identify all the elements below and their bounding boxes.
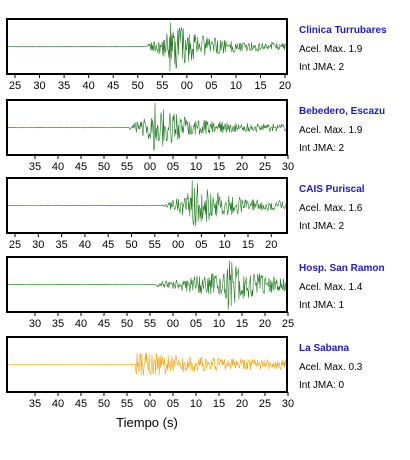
x-tick-label: 35 [29,398,41,410]
x-tick-label: 20 [236,398,248,410]
panel-4: 30 35 40 45 50 55 00 05 10 15 20 25 Hosp. San Ramon A… [6,256,385,330]
station-name: La Sabana [299,343,349,354]
x-tick-label: 05 [195,239,207,251]
x-axis-label: Tiempo (s) [116,415,178,430]
x-tick-label: 35 [29,161,41,173]
x-tick-label: 30 [32,239,44,251]
x-tick-label: 50 [98,398,110,410]
jma-intensity-label: Int JMA: 1 [299,300,344,311]
x-tick-label: 55 [156,80,168,92]
panel-frame [6,336,288,393]
station-name: Clinica Turrubares [299,25,387,36]
x-tick-label: 10 [190,398,202,410]
jma-intensity-label: Int JMA: 0 [299,380,344,391]
station-name: Hosp. San Ramon [299,263,385,274]
x-tick-label: 10 [190,161,202,173]
panel-frame [6,18,288,75]
x-tick-label: 00 [144,398,156,410]
x-tick-label: 10 [213,318,225,330]
x-tick-label: 35 [52,318,64,330]
x-tick-label: 20 [236,161,248,173]
station-name: CAIS Puriscal [299,184,365,195]
waveform-trace [8,180,287,227]
x-tick-label: 20 [259,318,271,330]
x-tick-label: 20 [279,80,291,92]
waveform-trace [7,352,287,376]
x-tick-label: 00 [172,239,184,251]
panel-frame [6,99,288,156]
accel-max-label: Acel. Max. 0.3 [299,362,363,373]
x-tick-label: 00 [167,318,179,330]
x-tick-label: 50 [132,80,144,92]
x-tick-label: 30 [29,318,41,330]
jma-intensity-label: Int JMA: 2 [299,143,344,154]
x-tick-label: 40 [52,398,64,410]
x-tick-label: 20 [265,239,277,251]
x-tick-label: 45 [75,398,87,410]
x-tick-label: 10 [230,80,242,92]
x-tick-label: 05 [167,161,179,173]
x-tick-label: 15 [213,398,225,410]
jma-intensity-label: Int JMA: 2 [299,221,344,232]
x-tick-label: 25 [282,318,294,330]
x-tick-label: 15 [236,318,248,330]
x-tick-label: 15 [213,161,225,173]
x-tick-label: 55 [121,398,133,410]
x-tick-label: 40 [52,161,64,173]
x-tick-label: 35 [55,239,67,251]
x-tick-label: 55 [121,161,133,173]
waveform-trace [7,22,287,72]
accel-max-label: Acel. Max. 1.9 [299,44,363,55]
accel-max-label: Acel. Max. 1.9 [299,125,363,136]
panel-5: 35 40 45 50 55 00 05 10 15 20 25 30 La Sabana Acel. M… [6,336,363,410]
x-tick-label: 05 [205,80,217,92]
x-tick-label: 00 [144,161,156,173]
x-tick-label: 25 [259,398,271,410]
x-tick-label: 25 [9,80,21,92]
x-tick-label: 15 [254,80,266,92]
panel-frame [6,177,288,234]
panel-3: 25 30 35 40 45 50 55 00 05 10 15 20 CAIS Puriscal Ace… [6,177,365,251]
x-tick-label: 15 [242,239,254,251]
waveform-trace [7,260,287,310]
x-tick-label: 55 [144,318,156,330]
x-tick-label: 40 [75,318,87,330]
x-tick-label: 45 [107,80,119,92]
panel-frame [6,256,288,313]
x-tick-label: 40 [79,239,91,251]
x-tick-label: 45 [75,161,87,173]
waveform-trace [7,102,287,151]
x-tick-label: 40 [83,80,95,92]
x-tick-label: 55 [149,239,161,251]
x-tick-label: 30 [282,398,294,410]
panel-1: 25 30 35 40 45 50 55 00 05 10 15 20 Clinica Turrubar… [6,18,387,92]
x-tick-label: 45 [98,318,110,330]
x-tick-label: 00 [181,80,193,92]
x-tick-label: 05 [190,318,202,330]
x-tick-label: 25 [9,239,21,251]
x-tick-label: 50 [125,239,137,251]
x-tick-label: 50 [98,161,110,173]
jma-intensity-label: Int JMA: 2 [299,62,344,73]
x-tick-label: 45 [102,239,114,251]
x-tick-label: 25 [259,161,271,173]
x-tick-label: 50 [121,318,133,330]
x-tick-label: 35 [58,80,70,92]
accel-max-label: Acel. Max. 1.4 [299,282,363,293]
x-tick-label: 30 [282,161,294,173]
x-tick-label: 10 [219,239,231,251]
accel-max-label: Acel. Max. 1.6 [299,203,363,214]
panel-2: 35 40 45 50 55 00 05 10 15 20 25 30 Bebedero, Escazu… [6,99,385,173]
x-tick-label: 30 [33,80,45,92]
station-name: Bebedero, Escazu [299,106,385,117]
x-tick-label: 05 [167,398,179,410]
